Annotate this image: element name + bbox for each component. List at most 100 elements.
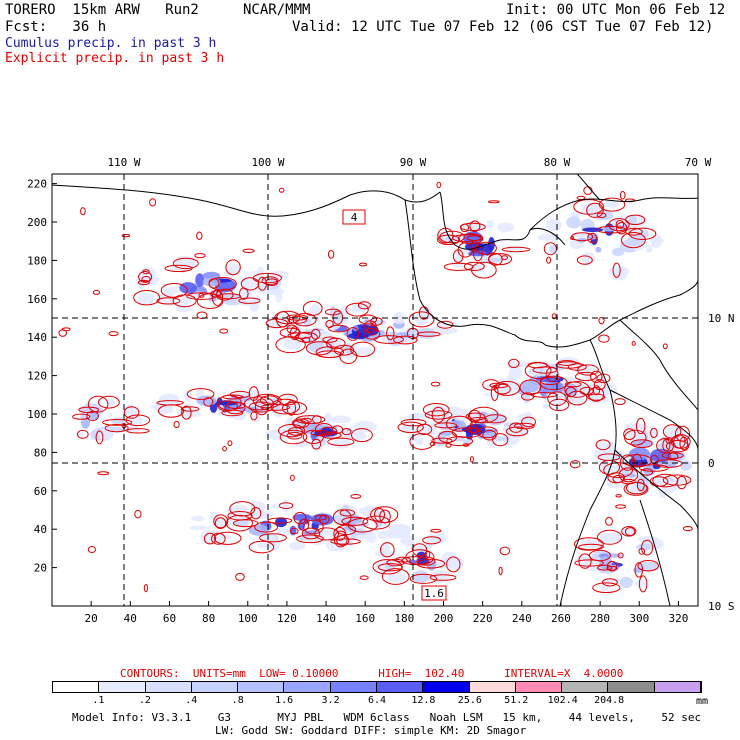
explicit-contour xyxy=(524,362,552,380)
cumulus-cell xyxy=(380,512,390,524)
color-bar-swatch xyxy=(284,682,331,692)
explicit-contour xyxy=(363,328,381,340)
cumulus-cell xyxy=(333,515,352,522)
cumulus-cell xyxy=(650,448,672,463)
cumulus-cell xyxy=(608,449,616,454)
explicit-contour xyxy=(242,248,255,254)
cumulus-cell xyxy=(341,317,350,324)
y-tick-label: 40 xyxy=(34,523,47,536)
explicit-contour xyxy=(58,329,68,337)
explicit-contour xyxy=(173,420,180,429)
y-tick-label: 120 xyxy=(27,370,47,383)
x-tick-label: 40 xyxy=(124,612,137,625)
explicit-contour xyxy=(225,259,241,276)
cumulus-cell xyxy=(292,513,313,522)
explicit-contour xyxy=(310,429,330,437)
explicit-contour xyxy=(539,375,568,391)
explicit-contour xyxy=(278,502,294,510)
cumulus-cell xyxy=(638,229,649,239)
explicit-contour xyxy=(339,509,355,517)
explicit-contour xyxy=(134,509,142,519)
explicit-contour xyxy=(605,516,613,526)
explicit-contour xyxy=(565,386,577,398)
cumulus-cell xyxy=(537,234,560,241)
explicit-contour xyxy=(320,431,342,439)
explicit-contour xyxy=(98,395,120,409)
explicit-contour xyxy=(617,552,624,559)
color-bar-swatch xyxy=(238,682,285,692)
explicit-contour xyxy=(217,293,241,300)
explicit-contour xyxy=(650,455,659,465)
cumulus-cell xyxy=(626,225,640,237)
color-bar-threshold: .1 xyxy=(92,695,105,706)
explicit-contour xyxy=(564,381,590,398)
field1-label: Cumulus precip. in past 3 h xyxy=(5,36,217,51)
color-bar-threshold: 6.4 xyxy=(367,695,387,706)
cumulus-cell xyxy=(420,307,433,321)
explicit-contour xyxy=(333,527,347,541)
explicit-contour xyxy=(351,428,373,443)
cumulus-cell xyxy=(202,277,221,287)
cumulus-cell xyxy=(593,448,608,460)
cumulus-cell xyxy=(404,420,413,434)
explicit-contour xyxy=(259,533,287,543)
explicit-contour xyxy=(596,225,627,234)
explicit-contour xyxy=(624,429,647,446)
cumulus-cell xyxy=(374,550,397,557)
lon-label: 70 W xyxy=(685,156,712,169)
explicit-contour xyxy=(458,233,484,245)
explicit-contour xyxy=(160,283,188,298)
explicit-contour xyxy=(498,566,503,576)
explicit-contour xyxy=(381,568,410,585)
cumulus-cell xyxy=(636,543,655,551)
explicit-contour xyxy=(521,416,536,428)
explicit-contour xyxy=(327,250,335,259)
cumulus-cell xyxy=(629,447,651,461)
explicit-contour xyxy=(587,232,597,244)
explicit-contour xyxy=(164,264,193,272)
explicit-contour xyxy=(539,376,561,386)
cumulus-cell xyxy=(626,235,645,247)
explicit-contour xyxy=(513,422,535,430)
explicit-contour xyxy=(429,441,436,447)
lat-label: 10 S xyxy=(708,600,735,613)
explicit-contour xyxy=(460,223,470,233)
explicit-contour xyxy=(301,527,321,540)
explicit-contour xyxy=(325,320,334,328)
color-bar-swatch xyxy=(562,682,609,692)
explicit-contour xyxy=(275,336,306,354)
cumulus-cell xyxy=(638,535,659,543)
cumulus-cell xyxy=(448,556,464,571)
explicit-contour xyxy=(172,294,197,308)
explicit-contour xyxy=(606,560,618,572)
explicit-contour xyxy=(95,430,104,445)
explicit-contour xyxy=(293,511,307,525)
cumulus-cell xyxy=(232,504,249,517)
explicit-contour xyxy=(469,456,474,463)
contour-label-box-2-text: 1.6 xyxy=(424,587,444,600)
explicit-contour xyxy=(656,438,675,454)
lon-label: 80 W xyxy=(544,156,571,169)
explicit-contour xyxy=(682,526,693,532)
explicit-contour xyxy=(310,328,321,340)
explicit-contour xyxy=(598,197,626,212)
cumulus-cell xyxy=(77,431,84,437)
cumulus-cell xyxy=(283,338,303,350)
explicit-contour xyxy=(624,198,636,203)
cumulus-cell xyxy=(392,312,406,325)
explicit-contour xyxy=(239,287,249,300)
explicit-contour xyxy=(488,200,500,204)
color-bar xyxy=(52,681,702,693)
cumulus-cell xyxy=(89,411,99,421)
explicit-contour xyxy=(636,478,645,492)
explicit-contour xyxy=(359,262,368,267)
y-tick-label: 140 xyxy=(27,331,47,344)
explicit-contour xyxy=(650,427,658,439)
color-bar-swatch xyxy=(515,682,563,692)
color-bar-swatch xyxy=(608,682,655,692)
color-bar-swatch xyxy=(654,682,701,692)
explicit-contour xyxy=(665,440,690,453)
explicit-contour xyxy=(270,398,301,415)
color-bar-threshold: 3.2 xyxy=(321,695,340,706)
cumulus-cell xyxy=(122,410,140,416)
